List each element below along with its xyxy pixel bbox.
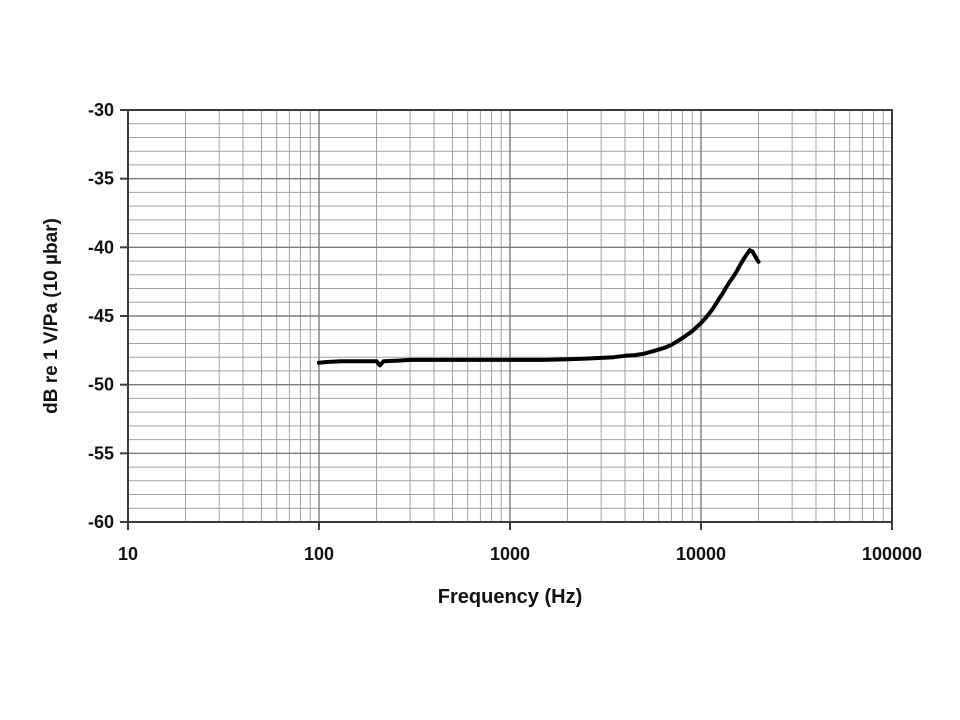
x-tick-label: 10 [118, 544, 138, 564]
x-tick-label: 1000 [490, 544, 530, 564]
y-tick-label: -50 [88, 375, 114, 395]
y-tick-label: -35 [88, 169, 114, 189]
axis-ticks [120, 109, 893, 530]
axis-tick-labels: 10 100 1000 10000 100000 -30 -35 -40 -45 -50 -55 -6… [88, 100, 922, 564]
x-axis-title: Frequency (Hz) [438, 586, 582, 608]
x-tick-label: 100 [304, 544, 334, 564]
y-tick-label: -30 [88, 100, 114, 120]
x-tick-label: 100000 [862, 544, 922, 564]
y-tick-label: -40 [88, 237, 114, 257]
x-tick-label: 10000 [676, 544, 726, 564]
response-curve [317, 248, 761, 368]
y-tick-label: -45 [88, 306, 114, 326]
data-series [317, 248, 761, 368]
y-tick-label: -60 [88, 512, 114, 532]
y-tick-label: -55 [88, 443, 114, 463]
y-axis-title: dB re 1 V/Pa (10 µbar) [41, 218, 62, 414]
major-gridlines [128, 110, 892, 522]
